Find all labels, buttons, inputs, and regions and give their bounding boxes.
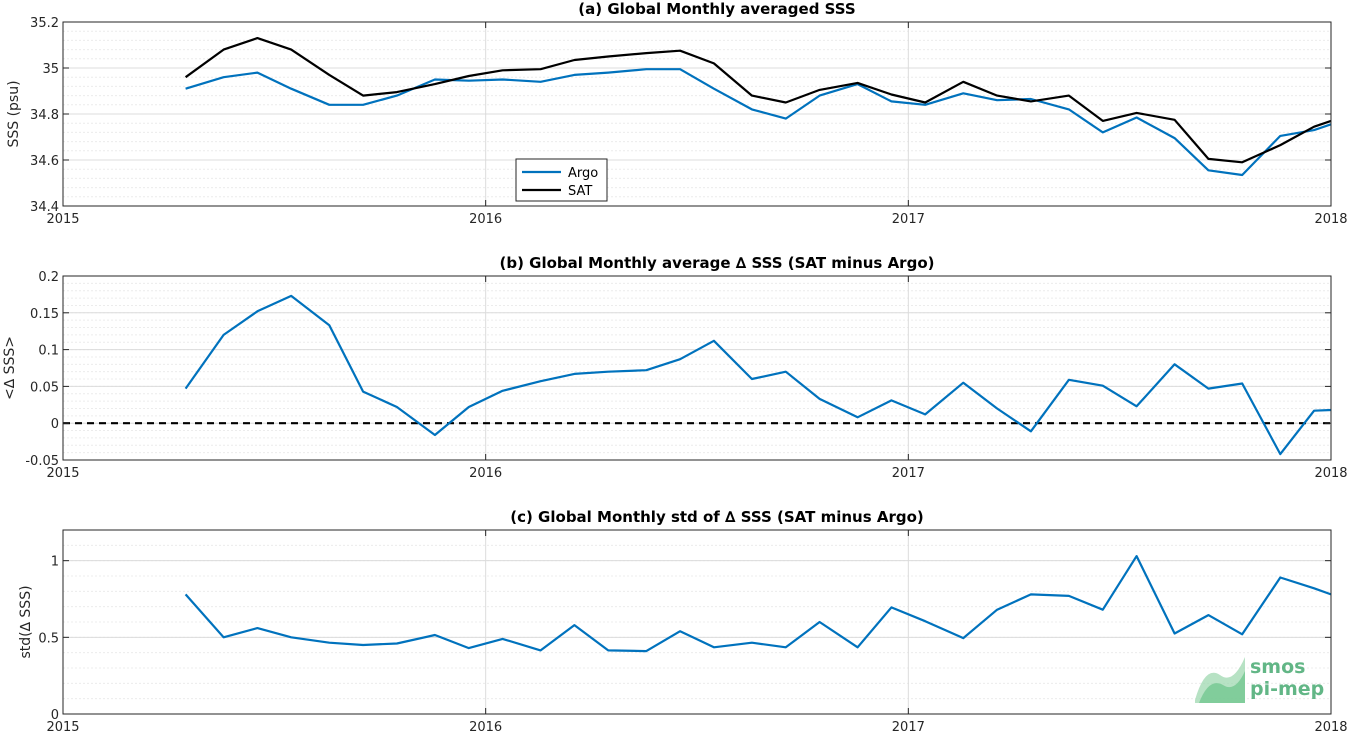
logo-wave-mark-front [1199, 671, 1245, 703]
legend-box [515, 158, 608, 202]
series-line-delta-2 [184, 554, 1332, 653]
series-line-argo [185, 68, 1332, 177]
x-tick-label: 2017 [892, 212, 925, 227]
plot-area [63, 276, 1331, 460]
axes-frame [62, 275, 1332, 461]
logo-line2: pi-mep [1250, 678, 1324, 700]
x-tick-label: 2017 [892, 720, 925, 735]
y-tick-label: 0.15 [30, 307, 59, 322]
legend-label-argo: Argo [568, 166, 598, 181]
x-tick-label: 2016 [469, 720, 502, 735]
y-tick-label: 1 [51, 555, 59, 570]
x-tick-label: 2015 [46, 720, 79, 735]
y-tick-label: 0.05 [30, 380, 59, 395]
y-tick-label: 0 [51, 417, 59, 432]
y-axis-label: SSS (psu) [6, 80, 22, 147]
x-tick-label: 2015 [46, 212, 79, 227]
y-tick-label: 35 [42, 62, 59, 77]
y-tick-label: 34.6 [30, 154, 59, 169]
legend-label-sat: SAT [568, 184, 592, 199]
x-tick-label: 2018 [1314, 212, 1347, 227]
series-line-sat [184, 36, 1332, 164]
x-tick-label: 2018 [1314, 720, 1347, 735]
chart-title: (c) Global Monthly std of ∆ SSS (SAT min… [510, 508, 924, 526]
series-line-delta-1 [184, 294, 1332, 456]
legend: Argo SAT [515, 158, 608, 202]
panel-a: 34.4 34.6 34.8 35 35.2 2015 2016 2017 2018 (a) Gl… [6, 0, 1348, 227]
smos-pi-mep-logo: smos pi-mep [1195, 656, 1324, 703]
y-tick-label: 34.4 [30, 200, 59, 215]
y-axis-label: <∆ SSS> [2, 336, 18, 400]
panel-b: -0.05 0 0.05 0.1 0.15 0.2 2015 2016 2017 2018 (b) … [2, 254, 1348, 481]
axes-frame [62, 529, 1332, 715]
x-tick-label: 2016 [469, 466, 502, 481]
x-tick-label: 2015 [46, 466, 79, 481]
panel-c: 0 0.5 1 2015 2016 2017 2018 (c) Global Monthly … [18, 508, 1348, 735]
y-tick-label: 0.2 [38, 270, 59, 285]
y-tick-label: 0 [51, 708, 59, 723]
y-tick-label: 0.1 [38, 344, 59, 359]
y-tick-label: 35.2 [30, 16, 59, 31]
y-axis-label: std(∆ SSS) [18, 585, 34, 658]
x-tick-label: 2017 [892, 466, 925, 481]
y-tick-label: -0.05 [25, 454, 59, 469]
y-tick-label: 0.5 [38, 631, 59, 646]
x-tick-label: 2016 [469, 212, 502, 227]
y-tick-label: 34.8 [30, 108, 59, 123]
chart-title: (b) Global Monthly average ∆ SSS (SAT mi… [500, 254, 935, 272]
chart-title: (a) Global Monthly averaged SSS [578, 0, 855, 18]
x-tick-label: 2018 [1314, 466, 1347, 481]
logo-line1: smos [1250, 656, 1305, 678]
